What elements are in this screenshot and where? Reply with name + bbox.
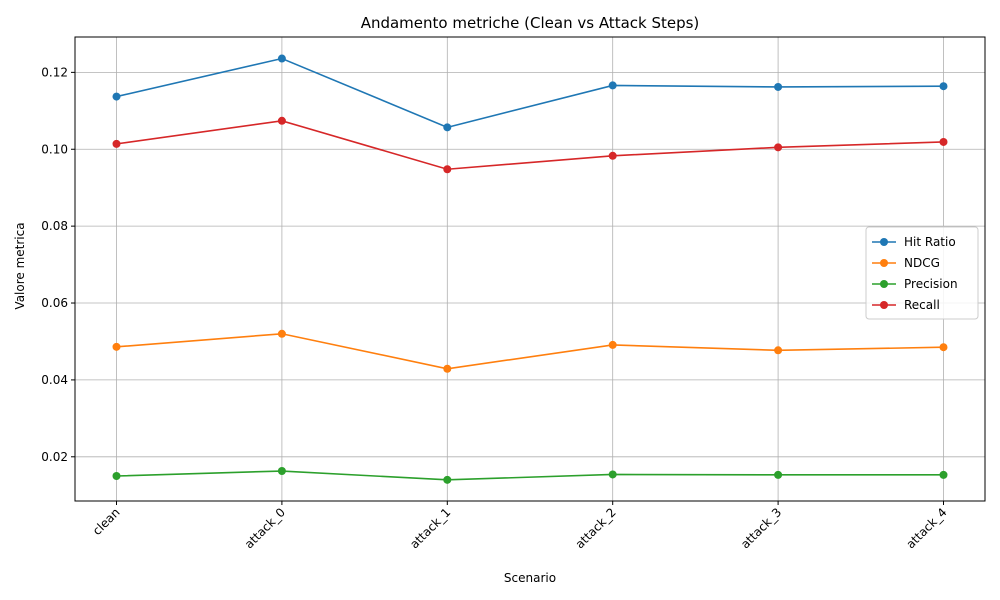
x-tick-label: clean: [90, 505, 123, 538]
data-point-hit-ratio: [112, 92, 121, 101]
legend-swatch-marker: [880, 238, 888, 246]
legend-swatch-marker: [880, 280, 888, 288]
plot-frame: [74, 36, 986, 502]
data-point-hit-ratio: [608, 81, 617, 90]
data-point-recall: [112, 139, 121, 148]
x-tick-label: attack_4: [903, 505, 949, 551]
x-axis-title: Scenario: [504, 571, 556, 585]
data-point-hit-ratio: [939, 82, 948, 91]
data-point-precision: [939, 470, 948, 479]
data-point-precision: [277, 467, 286, 476]
data-point-precision: [774, 470, 783, 479]
data-point-hit-ratio: [277, 54, 286, 63]
data-point-ndcg: [939, 343, 948, 352]
legend: Hit Ratio NDCG Precision Recall: [865, 226, 979, 320]
data-point-precision: [112, 472, 121, 481]
series-precision: [112, 467, 948, 484]
data-point-recall: [443, 165, 452, 174]
data-point-recall: [774, 143, 783, 152]
data-point-recall: [277, 116, 286, 125]
series-hit-ratio: [112, 54, 948, 132]
data-point-hit-ratio: [774, 82, 783, 91]
legend-swatch-marker: [880, 301, 888, 309]
data-point-recall: [939, 137, 948, 146]
data-point-ndcg: [112, 342, 121, 351]
x-axis: clean attack_0 attack_1 attack_2 attack_3 att…: [90, 501, 950, 551]
x-tick-label: attack_3: [738, 505, 784, 551]
legend-label: NDCG: [904, 256, 940, 270]
x-tick-label: attack_1: [407, 505, 453, 551]
y-tick-label: 0.06: [41, 296, 68, 310]
data-point-ndcg: [608, 340, 617, 349]
data-point-ndcg: [774, 346, 783, 355]
legend-item-ndcg: NDCG: [872, 256, 940, 270]
data-point-ndcg: [277, 329, 286, 338]
y-tick-label: 0.04: [41, 373, 68, 387]
data-point-hit-ratio: [443, 123, 452, 132]
series-line-precision: [116, 470, 944, 481]
series-line-ndcg: [116, 332, 944, 370]
series-layer: [112, 54, 948, 484]
y-axis-title: Valore metrica: [13, 222, 27, 309]
legend-label: Recall: [904, 298, 940, 312]
legend-item-precision: Precision: [872, 277, 958, 291]
y-axis: 0.02 0.04 0.06 0.08 0.10 0.12: [41, 65, 75, 464]
data-point-precision: [608, 470, 617, 479]
chart-title: Andamento metriche (Clean vs Attack Step…: [361, 14, 700, 32]
legend-label: Hit Ratio: [904, 235, 956, 249]
legend-item-recall: Recall: [872, 298, 940, 312]
y-tick-label: 0.08: [41, 219, 68, 233]
series-line-recall: [116, 119, 944, 171]
series-ndcg: [112, 329, 948, 373]
y-tick-label: 0.12: [41, 65, 68, 79]
data-point-ndcg: [443, 364, 452, 373]
legend-item-hit-ratio: Hit Ratio: [872, 235, 956, 249]
series-line-hit-ratio: [116, 57, 944, 129]
data-point-recall: [608, 151, 617, 160]
x-tick-label: attack_2: [573, 505, 619, 551]
y-tick-label: 0.10: [41, 142, 68, 156]
legend-swatch-marker: [880, 259, 888, 267]
legend-label: Precision: [904, 277, 958, 291]
x-tick-label: attack_0: [242, 505, 288, 551]
series-recall: [112, 116, 948, 174]
legend-box: [865, 226, 979, 320]
data-point-precision: [443, 475, 452, 484]
y-tick-label: 0.02: [41, 450, 68, 464]
